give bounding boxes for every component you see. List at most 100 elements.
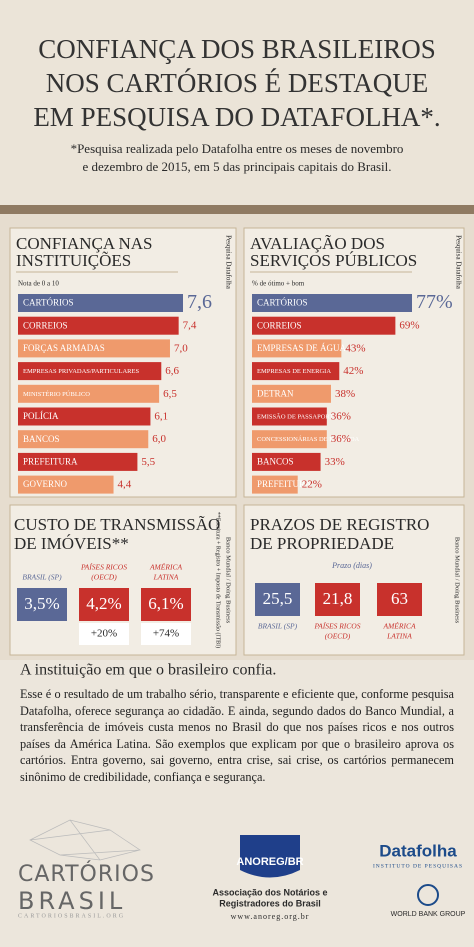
bar-label: EMISSÃO DE PASSAPORTE [257,412,337,420]
box-value: 63 [391,589,408,608]
value-label: 69% [399,320,419,332]
bar [252,430,327,449]
title: CONFIANÇA DOS BRASILEIROS [38,34,436,64]
box-label: PAÍSES RICOS [80,562,127,572]
source: Pesquisa Datafolha [224,235,232,290]
worldbank-logo [417,884,439,906]
bar-label: CONCESSIONÁRIAS DE ESTRADA [257,435,360,443]
value-label: 43% [345,342,365,354]
value-label: 38% [335,388,355,400]
unit: Prazo (dias) [331,561,372,570]
panel-title: PRAZOS DE REGISTRO [250,515,429,534]
note: e dezembro de 2015, em 5 das principais … [82,159,391,174]
value-label: 6,1 [154,411,168,423]
bar [18,316,179,335]
bar [252,316,396,335]
divider [0,205,474,214]
bar-label: FORÇAS ARMADAS [23,343,105,353]
title: NOS CARTÓRIOS É DESTAQUE [46,68,428,98]
bar-label: EMPRESAS DE ENERGIA [257,368,331,375]
value-label: 7,0 [174,342,188,354]
box-label: AMÉRICA [149,562,182,572]
anoreg: ANOREG/BR [236,856,303,868]
bar [252,294,412,312]
value-label: 5,5 [141,456,155,468]
value-label: 42% [343,365,363,377]
panel-title: CUSTO DE TRANSMISSÃO [14,515,220,534]
scale-note: % de ótimo + bom [252,280,305,288]
source: Pesquisa Datafolha [454,235,462,290]
bar [18,294,183,312]
bar-label: DETRAN [257,388,294,398]
value-box [79,588,129,621]
bar-label: BANCOS [23,434,60,444]
bar-label: CORREIOS [23,320,68,330]
value-label: 6,6 [165,365,179,377]
bar-label: POLÍCIA [23,411,59,421]
anoreg-name: Registradores do Brasil [219,898,321,908]
box-label: AMÉRICA [382,621,415,631]
bar-label: MINISTÉRIO PÚBLICO [23,390,90,398]
bar-label: BANCOS [257,456,294,466]
title: EM PESQUISA DO DATAFOLHA*. [33,102,440,132]
bar [18,407,151,426]
diff: +74% [153,628,179,640]
brand: BRASIL [18,887,126,915]
bar [252,384,331,403]
panel-title: SERVIÇOS PÚBLICOS [250,251,417,270]
box-value: 25,5 [263,589,293,608]
box-value: 21,8 [323,589,353,608]
bar-label: PREFEITURA [23,456,78,466]
bar-label: CORREIOS [257,320,302,330]
anoreg-url: www.anoreg.org.br [231,912,310,921]
value-label: 36% [331,411,351,423]
bar-label: CARTÓRIOS [23,298,73,308]
panel-title: AVALIAÇÃO DOS [250,234,385,253]
brand: CARTÓRIOS [18,861,155,887]
value-label: 33% [325,456,345,468]
box-value: 3,5% [24,594,59,613]
value-box [141,588,191,621]
bar [18,384,160,403]
paragraph: Esse é o resultado de um trabalho sério,… [20,687,454,784]
value-label: 7,6 [187,291,212,313]
value-label: 7,4 [183,320,197,332]
box-label: BRASIL (SP) [258,622,298,631]
diff-box [141,623,191,645]
box-value: 4,2% [86,594,121,613]
diff-box [79,623,129,645]
datafolha-sub: INSTITUTO DE PESQUISAS [373,863,463,869]
panel-title: INSTITUIÇÕES [16,251,131,270]
panel-title: CONFIANÇA NAS [16,234,153,253]
value-label: 77% [416,291,453,313]
box-label: BRASIL (SP) [22,573,62,582]
header-bg [0,0,474,205]
footnote: **Escritura + Registro + Imposto de Tran… [215,512,222,648]
bar-label: CARTÓRIOS [257,298,307,308]
panel-title: DE PROPRIEDADE [250,534,394,553]
source: Banco Mundial / Doing Business [225,537,232,624]
source: Banco Mundial / Doing Business [454,537,461,624]
bar [252,452,321,471]
bar [18,430,149,449]
value-label: 36% [331,433,351,445]
diff: +20% [91,628,117,640]
heading: A instituição em que o brasileiro confia… [20,662,276,679]
note: *Pesquisa realizada pelo Datafolha entre… [71,141,404,156]
datafolha: Datafolha [379,841,457,860]
value-box [377,583,422,616]
box-label: LATINA [153,573,179,582]
bar [18,362,162,381]
bar [252,407,327,426]
anoreg-shield [240,835,300,878]
bar-label: EMPRESAS DE ÁGUA [257,343,347,353]
network-logo [29,819,141,861]
scale-note: Nota de 0 a 10 [18,280,59,288]
bar [252,362,340,381]
bar-label: PREFEITURA [257,479,312,489]
bar [252,475,298,494]
value-box [255,583,300,616]
box-label: PAÍSES RICOS [314,621,361,631]
